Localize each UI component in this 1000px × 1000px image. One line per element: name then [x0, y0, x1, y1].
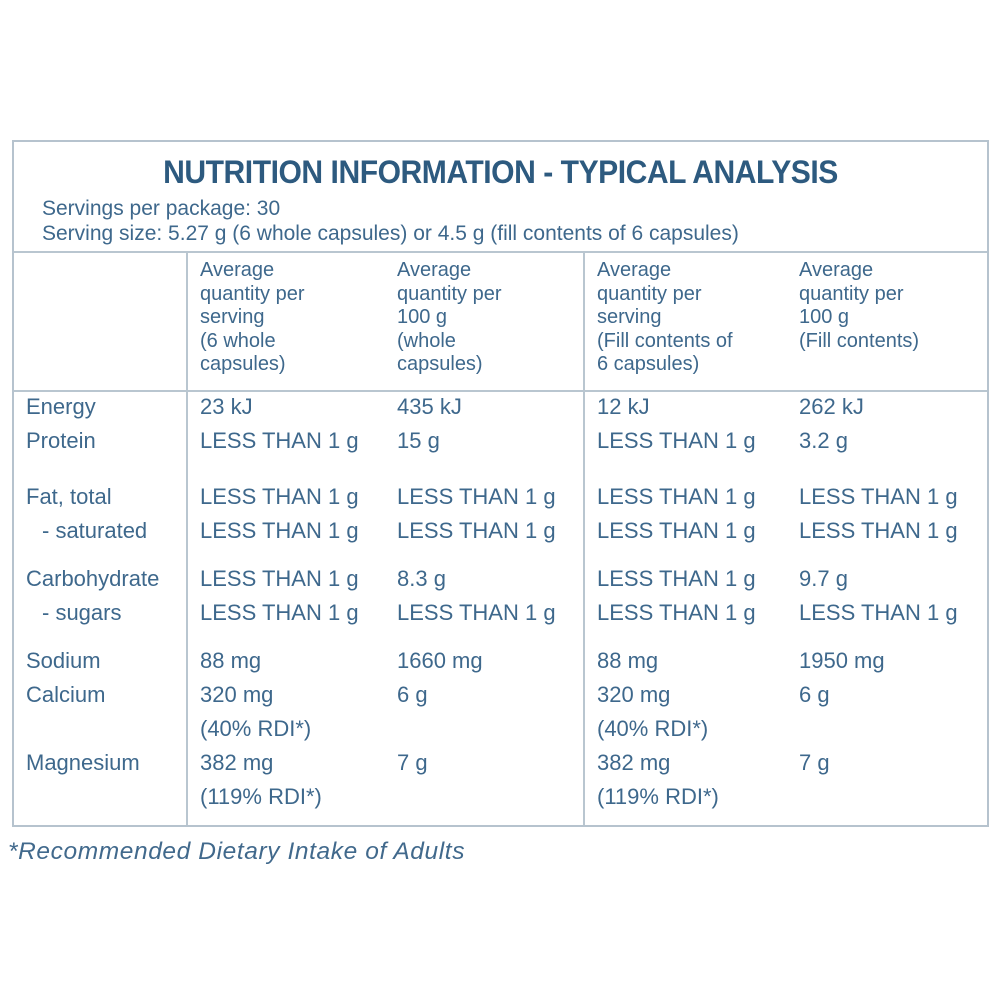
value-cell: LESS THAN 1 g [397, 600, 556, 625]
value-cell: LESS THAN 1 g [200, 518, 359, 543]
header-per-100g-fill: Average quantity per 100 g (Fill content… [799, 259, 920, 352]
value-cell: 88 mg [200, 648, 262, 673]
value-cell: LESS THAN 1 g [200, 600, 359, 625]
value-cell: 262 kJ [799, 394, 864, 419]
nutrient-label: Carbohydrate [26, 566, 160, 591]
value-cell: 3.2 g [799, 428, 848, 453]
nutrition-table-box: NUTRITION INFORMATION - TYPICAL ANALYSIS… [12, 140, 989, 827]
column-divider-right [583, 251, 585, 825]
table-header-row: Average quantity per serving (6 whole ca… [14, 251, 987, 390]
servings-per-package: Servings per package: 30 [42, 197, 281, 220]
value-cell: 382 mg (119% RDI*) [200, 750, 322, 809]
value-cell: 1950 mg [799, 648, 885, 673]
rdi-footnote: *Recommended Dietary Intake of Adults [8, 838, 466, 865]
serving-size: Serving size: 5.27 g (6 whole capsules) … [42, 222, 739, 245]
nutrient-label: Magnesium [26, 750, 140, 775]
value-cell: LESS THAN 1 g [200, 428, 359, 453]
value-cell: 8.3 g [397, 566, 446, 591]
value-cell: LESS THAN 1 g [597, 566, 756, 591]
table-row-protein: Protein LESS THAN 1 g 15 g LESS THAN 1 g… [14, 424, 987, 458]
value-cell: LESS THAN 1 g [200, 566, 359, 591]
value-cell: LESS THAN 1 g [597, 600, 756, 625]
table-row-energy: Energy 23 kJ 435 kJ 12 kJ 262 kJ [14, 390, 987, 424]
value-cell: 88 mg [597, 648, 659, 673]
value-cell: 6 g [799, 682, 830, 707]
table-body: Energy 23 kJ 435 kJ 12 kJ 262 kJ Protein… [14, 390, 987, 825]
value-cell: LESS THAN 1 g [397, 518, 556, 543]
value-cell: LESS THAN 1 g [799, 484, 958, 509]
value-cell: LESS THAN 1 g [397, 484, 556, 509]
value-cell: LESS THAN 1 g [597, 428, 756, 453]
header-per-100g-whole: Average quantity per 100 g (whole capsul… [397, 259, 502, 375]
nutrient-label: Sodium [26, 648, 101, 673]
row-spacer [14, 630, 987, 644]
table-row-calcium: Calcium 320 mg (40% RDI*) 6 g 320 mg (40… [14, 678, 987, 746]
header-bottom-rule [14, 390, 987, 392]
value-cell: 23 kJ [200, 394, 253, 419]
table-row-sodium: Sodium 88 mg 1660 mg 88 mg 1950 mg [14, 644, 987, 678]
row-spacer [14, 548, 987, 562]
value-cell: 9.7 g [799, 566, 848, 591]
table-row-sugars: - sugars LESS THAN 1 g LESS THAN 1 g LES… [14, 596, 987, 630]
value-cell: LESS THAN 1 g [597, 484, 756, 509]
table-row-magnesium: Magnesium 382 mg (119% RDI*) 7 g 382 mg … [14, 746, 987, 814]
header-nutrient-blank [14, 259, 186, 390]
nutrient-label: - sugars [42, 600, 122, 625]
value-cell: 435 kJ [397, 394, 462, 419]
nutrient-label: - saturated [42, 518, 148, 543]
table-row-fat-total: Fat, total LESS THAN 1 g LESS THAN 1 g L… [14, 480, 987, 514]
nutrient-label: Fat, total [26, 484, 112, 509]
header-top-rule [14, 251, 987, 253]
table-row-saturated: - saturated LESS THAN 1 g LESS THAN 1 g … [14, 514, 987, 548]
nutrient-label: Protein [26, 428, 96, 453]
value-cell: 320 mg (40% RDI*) [200, 682, 312, 741]
panel-title: NUTRITION INFORMATION - TYPICAL ANALYSIS [163, 154, 838, 190]
serving-info: Servings per package: 30 Serving size: 5… [14, 196, 987, 246]
value-cell: 7 g [397, 750, 428, 775]
value-cell: 15 g [397, 428, 440, 453]
value-cell: 7 g [799, 750, 830, 775]
table-row-carbohydrate: Carbohydrate LESS THAN 1 g 8.3 g LESS TH… [14, 562, 987, 596]
value-cell: LESS THAN 1 g [799, 518, 958, 543]
value-cell: 320 mg (40% RDI*) [597, 682, 709, 741]
header-per-serving-whole: Average quantity per serving (6 whole ca… [200, 259, 305, 375]
column-divider-left [186, 251, 188, 825]
value-cell: 6 g [397, 682, 428, 707]
value-cell: 1660 mg [397, 648, 483, 673]
value-cell: LESS THAN 1 g [200, 484, 359, 509]
value-cell: LESS THAN 1 g [799, 600, 958, 625]
value-cell: LESS THAN 1 g [597, 518, 756, 543]
header-per-serving-fill: Average quantity per serving (Fill conte… [597, 259, 733, 375]
row-spacer [14, 458, 987, 480]
nutrient-label: Energy [26, 394, 96, 419]
value-cell: 12 kJ [597, 394, 650, 419]
value-cell: 382 mg (119% RDI*) [597, 750, 719, 809]
nutrient-label: Calcium [26, 682, 106, 707]
